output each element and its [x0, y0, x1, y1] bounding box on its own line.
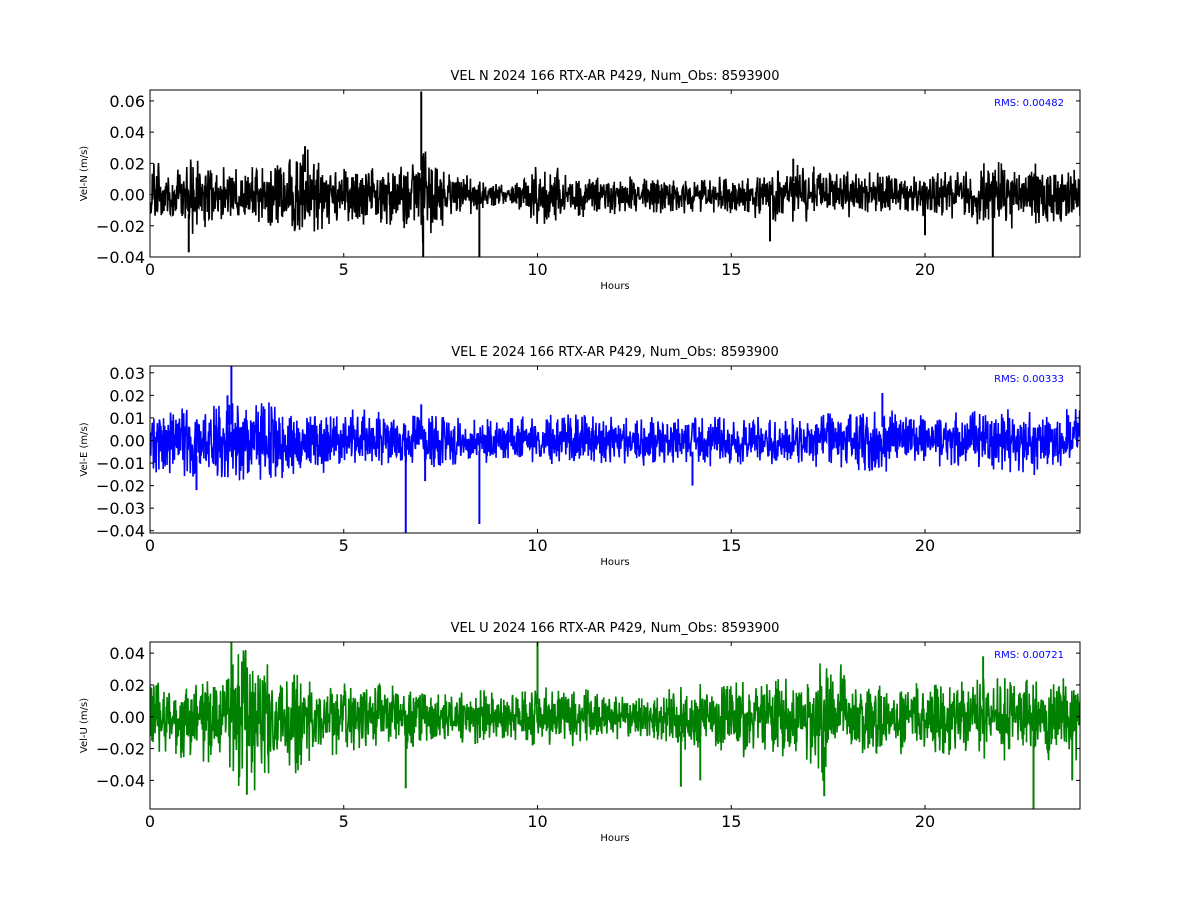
y-tick-label: −0.03 — [96, 499, 145, 518]
x-tick-label: 10 — [527, 536, 547, 555]
series-line — [150, 642, 1080, 809]
series-line — [150, 91, 1080, 257]
y-tick-label: 0.02 — [109, 386, 145, 405]
x-tick-label: 15 — [721, 812, 741, 831]
series-trace — [150, 402, 1080, 481]
y-tick-label: 0.03 — [109, 364, 145, 383]
axes-frame — [149, 89, 1081, 258]
y-tick-label: −0.04 — [96, 771, 145, 790]
y-tick-label: 0.00 — [109, 186, 145, 205]
x-axis-label: Hours — [600, 833, 629, 844]
x-tick-label: 20 — [915, 260, 935, 279]
series-trace — [150, 149, 1080, 244]
x-tick-label: 20 — [915, 812, 935, 831]
series-trace — [150, 649, 1080, 791]
y-tick-label: 0.00 — [109, 431, 145, 450]
x-tick-label: 10 — [527, 260, 547, 279]
y-tick-label: 0.02 — [109, 154, 145, 173]
x-axis-label: Hours — [600, 281, 629, 292]
y-tick-label: −0.02 — [96, 217, 145, 236]
x-tick-label: 15 — [721, 260, 741, 279]
x-tick-label: 15 — [721, 536, 741, 555]
x-tick-label: 10 — [527, 812, 547, 831]
x-tick-label: 0 — [145, 260, 155, 279]
rms-annotation: RMS: 0.00482 — [994, 98, 1064, 109]
x-tick-label: 0 — [145, 812, 155, 831]
y-tick-label: 0.00 — [109, 708, 145, 727]
rms-annotation: RMS: 0.00721 — [994, 650, 1064, 661]
chart-title: VEL N 2024 166 RTX-AR P429, Num_Obs: 859… — [451, 69, 780, 84]
y-tick-label: 0.04 — [109, 644, 145, 663]
x-tick-label: 5 — [339, 536, 349, 555]
y-tick-label: 0.01 — [109, 409, 145, 428]
chart-panel-vel-e: VEL E 2024 166 RTX-AR P429, Num_Obs: 859… — [79, 345, 1081, 568]
y-axis-label: Vel-E (m/s) — [79, 422, 90, 476]
y-tick-label: −0.04 — [96, 522, 145, 541]
y-tick-label: 0.02 — [109, 676, 145, 695]
x-tick-label: 5 — [339, 812, 349, 831]
x-tick-label: 0 — [145, 536, 155, 555]
y-tick-label: −0.01 — [96, 454, 145, 473]
x-tick-label: 5 — [339, 260, 349, 279]
x-axis-label: Hours — [600, 557, 629, 568]
y-tick-label: −0.02 — [96, 740, 145, 759]
y-tick-label: 0.04 — [109, 123, 145, 142]
series-line — [150, 366, 1080, 533]
y-axis-label: Vel-U (m/s) — [79, 698, 90, 753]
y-axis-label: Vel-N (m/s) — [79, 146, 90, 201]
y-tick-label: 0.06 — [109, 92, 145, 111]
chart-panel-vel-n: VEL N 2024 166 RTX-AR P429, Num_Obs: 859… — [79, 69, 1081, 292]
axes-frame — [149, 641, 1081, 810]
y-tick-label: −0.02 — [96, 477, 145, 496]
chart-panel-vel-u: VEL U 2024 166 RTX-AR P429, Num_Obs: 859… — [79, 621, 1081, 844]
chart-title: VEL U 2024 166 RTX-AR P429, Num_Obs: 859… — [451, 621, 780, 636]
axes-frame — [149, 365, 1081, 534]
chart-title: VEL E 2024 166 RTX-AR P429, Num_Obs: 859… — [451, 345, 778, 360]
x-tick-label: 20 — [915, 536, 935, 555]
y-tick-label: −0.04 — [96, 248, 145, 267]
rms-annotation: RMS: 0.00333 — [994, 374, 1064, 385]
